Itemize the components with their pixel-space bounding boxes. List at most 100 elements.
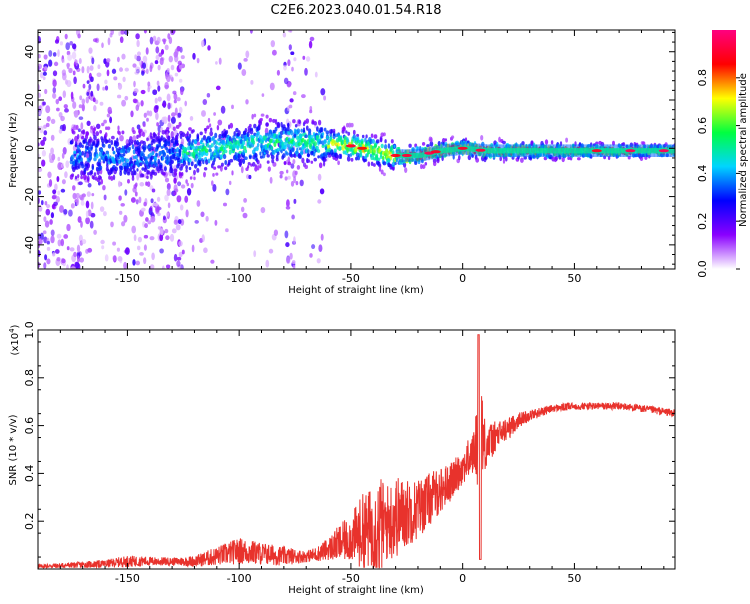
heatmap-cell [163, 166, 167, 172]
heatmap-cell [350, 122, 354, 128]
heatmap-cell [253, 123, 257, 129]
snr-series-line [38, 334, 675, 569]
heatmap-cell [246, 165, 250, 169]
heatmap-cell [103, 194, 107, 201]
heatmap-cell [46, 116, 51, 122]
heatmap-cell [380, 143, 384, 149]
heatmap-cell [63, 234, 69, 239]
heatmap-cell [66, 62, 71, 68]
heatmap-cell [299, 133, 303, 140]
heatmap-cell [399, 152, 403, 159]
heatmap-cell [270, 40, 276, 48]
heatmap-cell [257, 124, 261, 131]
heatmap-cell [120, 30, 125, 35]
heatmap-cell [43, 54, 48, 60]
figure-title: C2E6.2023.040.01.54.R18 [270, 3, 441, 18]
heatmap-cell [185, 168, 188, 173]
heatmap-cell [372, 163, 376, 167]
heatmap-cell [70, 266, 76, 269]
heatmap-cell [286, 126, 290, 132]
heatmap-cell [247, 162, 251, 166]
heatmap-cell [145, 47, 149, 55]
heatmap-cell [317, 173, 322, 181]
heatmap-cell [520, 157, 524, 163]
heatmap-cell [118, 195, 122, 201]
heatmap-cell [123, 214, 128, 223]
heatmap-cell [180, 88, 184, 96]
x-tick-label: -150 [115, 572, 140, 585]
heatmap-cell [167, 202, 171, 209]
heatmap-cell [445, 147, 450, 153]
heatmap-cell [93, 104, 97, 112]
heatmap-cell [323, 127, 327, 132]
heatmap-cell [296, 165, 301, 170]
heatmap-cell [509, 148, 514, 154]
heatmap-cell [383, 144, 388, 150]
heatmap-cell [318, 162, 323, 169]
heatmap-cell [306, 159, 311, 163]
heatmap-cell [299, 179, 304, 187]
heatmap-cell [117, 180, 121, 188]
heatmap-cell [196, 141, 201, 146]
heatmap-cell [136, 124, 141, 130]
heatmap-cell [288, 44, 292, 51]
heatmap-cell [377, 157, 381, 162]
heatmap-cell [285, 152, 289, 156]
heatmap-cell [129, 136, 133, 141]
heatmap-cell [145, 68, 149, 75]
heatmap-cell [292, 91, 297, 96]
heatmap-cell [170, 116, 176, 124]
heatmap-cell [258, 120, 262, 126]
heatmap-cell [316, 126, 319, 132]
heatmap-cell [252, 140, 256, 145]
heatmap-cell [151, 150, 155, 156]
heatmap-cell [339, 153, 343, 160]
heatmap-cell [68, 209, 73, 217]
heatmap-cell [87, 172, 90, 176]
heatmap-cell [140, 156, 144, 162]
heatmap-cell [171, 147, 175, 153]
heatmap-cell [186, 188, 192, 196]
heatmap-cell [39, 232, 44, 241]
heatmap-cell [62, 90, 67, 99]
heatmap-cell [90, 169, 94, 175]
heatmap-cell [565, 137, 569, 143]
heatmap-cell [118, 131, 121, 136]
heatmap-cell [38, 190, 42, 195]
spectrogram-frame [37, 29, 676, 270]
heatmap-cell [224, 160, 228, 165]
heatmap-cell [151, 188, 156, 193]
heatmap-cell [124, 67, 129, 72]
heatmap-cell [606, 148, 611, 154]
heatmap-cell [132, 130, 136, 135]
heatmap-cell [633, 148, 638, 154]
heatmap-cell [142, 62, 146, 69]
heatmap-cell [240, 158, 243, 163]
heatmap-cell [352, 134, 356, 140]
heatmap-cell [52, 189, 57, 195]
heatmap-cell [54, 183, 58, 191]
heatmap-cell [225, 188, 230, 196]
heatmap-cell [69, 247, 75, 252]
heatmap-cell [366, 146, 370, 150]
heatmap-cell [86, 65, 90, 74]
heatmap-cell [167, 122, 172, 129]
heatmap-cell [50, 118, 56, 125]
heatmap-cell [75, 197, 80, 206]
heatmap-cell [115, 141, 120, 147]
heatmap-cell [422, 151, 427, 158]
heatmap-cell [85, 131, 90, 137]
heatmap-cell [180, 138, 185, 146]
heatmap-cell [130, 110, 134, 118]
heatmap-cell [57, 162, 63, 171]
heatmap-cell [233, 131, 236, 137]
heatmap-cell [176, 97, 181, 102]
heatmap-cell [167, 102, 171, 110]
heatmap-cell [264, 132, 268, 137]
heatmap-cell [329, 135, 333, 140]
heatmap-cell [110, 175, 114, 181]
heatmap-cell [309, 109, 313, 114]
heatmap-cell [278, 134, 283, 139]
heatmap-cell [421, 164, 426, 169]
heatmap-cell [109, 32, 113, 38]
